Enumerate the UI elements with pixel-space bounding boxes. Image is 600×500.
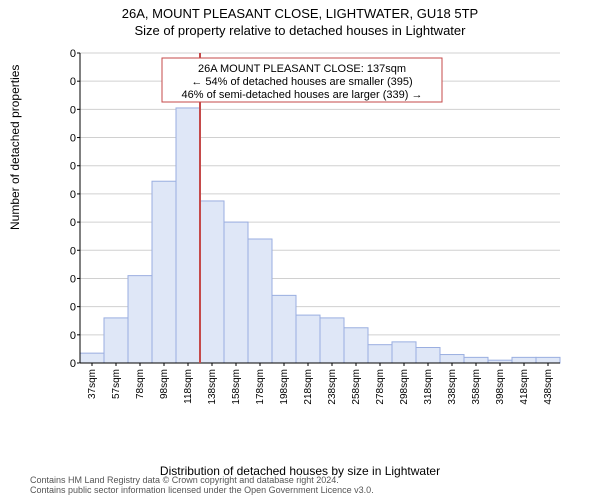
histogram-bar [368,345,392,363]
chart-container: 26A, MOUNT PLEASANT CLOSE, LIGHTWATER, G… [0,0,600,500]
histogram-bar [128,276,152,363]
svg-text:218sqm: 218sqm [303,369,314,405]
title-line-2: Size of property relative to detached ho… [0,21,600,38]
svg-text:60: 60 [70,273,76,285]
svg-text:158sqm: 158sqm [231,369,242,405]
svg-text:160: 160 [70,133,76,145]
histogram-bar [344,328,368,363]
svg-text:338sqm: 338sqm [447,369,458,405]
histogram-bar [248,239,272,363]
histogram-bar [104,318,128,363]
svg-text:57sqm: 57sqm [111,369,122,399]
histogram-bar [440,355,464,363]
svg-text:318sqm: 318sqm [423,369,434,405]
svg-text:278sqm: 278sqm [375,369,386,405]
svg-text:398sqm: 398sqm [495,369,506,405]
legend-line: 26A MOUNT PLEASANT CLOSE: 137sqm [198,63,406,75]
chart-svg: 0 20 40 60 80 100 120 140 160 180 200 220 37sqm 57sqm… [70,48,570,418]
histogram-bar [536,357,560,363]
svg-text:418sqm: 418sqm [519,369,530,405]
svg-text:258sqm: 258sqm [351,369,362,405]
svg-text:138sqm: 138sqm [207,369,218,405]
histogram-bar [464,357,488,363]
histogram-bar [320,318,344,363]
footer-line-2: Contains public sector information licen… [30,486,374,496]
histogram-bar [80,353,104,363]
histogram-bar [296,315,320,363]
histogram-bar [200,201,224,363]
svg-text:438sqm: 438sqm [543,369,554,405]
svg-text:238sqm: 238sqm [327,369,338,405]
svg-text:20: 20 [70,330,76,342]
histogram-bar [176,108,200,363]
svg-text:298sqm: 298sqm [399,369,410,405]
legend-line: 46% of semi-detached houses are larger (… [182,89,423,101]
svg-text:118sqm: 118sqm [183,369,194,404]
svg-text:140: 140 [70,161,76,173]
y-axis-label: Number of detached properties [8,65,22,230]
svg-text:200: 200 [70,76,76,88]
svg-text:37sqm: 37sqm [87,369,98,399]
histogram-bar [392,342,416,363]
footer-attribution: Contains HM Land Registry data © Crown c… [30,476,374,496]
svg-text:120: 120 [70,189,76,201]
title-line-1: 26A, MOUNT PLEASANT CLOSE, LIGHTWATER, G… [0,0,600,21]
histogram-bar [416,348,440,364]
svg-text:358sqm: 358sqm [471,369,482,405]
svg-text:78sqm: 78sqm [135,369,146,399]
histogram-bar [152,181,176,363]
histogram-bar [272,295,296,363]
svg-text:180: 180 [70,104,76,116]
svg-text:98sqm: 98sqm [159,369,170,399]
svg-text:198sqm: 198sqm [279,369,290,405]
svg-text:0: 0 [70,358,76,370]
plot-area: 0 20 40 60 80 100 120 140 160 180 200 220 37sqm 57sqm… [70,48,570,418]
svg-text:40: 40 [70,302,76,314]
svg-text:100: 100 [70,217,76,229]
svg-text:220: 220 [70,48,76,60]
histogram-bar [512,357,536,363]
svg-text:178sqm: 178sqm [255,369,266,405]
histogram-bar [224,222,248,363]
svg-text:80: 80 [70,245,76,257]
legend-line: ← 54% of detached houses are smaller (39… [191,76,412,88]
